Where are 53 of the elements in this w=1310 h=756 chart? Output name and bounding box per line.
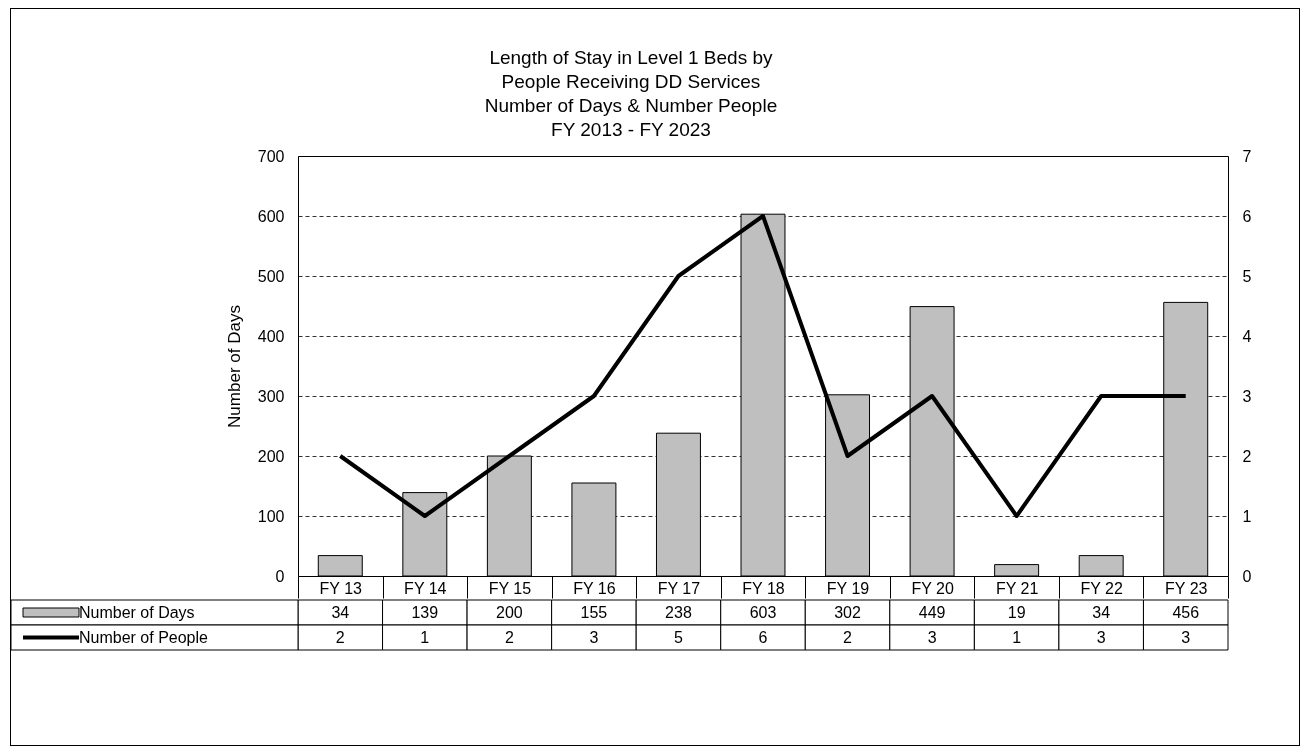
data-label: 155 xyxy=(580,603,608,621)
data-label: 34 xyxy=(331,603,350,621)
x-tick-label: FY 22 xyxy=(1080,579,1123,597)
data-label: 2 xyxy=(504,628,514,646)
data-label: 2 xyxy=(335,628,345,646)
data-label: 1 xyxy=(420,628,430,646)
y2-tick-label: 5 xyxy=(1242,267,1252,285)
x-tick-label: FY 18 xyxy=(742,579,785,597)
legend-label: Number of People xyxy=(79,628,209,646)
data-label: 139 xyxy=(411,603,439,621)
x-tick-label: FY 23 xyxy=(1165,579,1208,597)
data-label: 238 xyxy=(665,603,692,621)
chart-title: Length of Stay in Level 1 Beds by People Receiving DD Services Number of Days & Number People FY 2013 - FY 2023 xyxy=(484,46,778,140)
x-tick-label: FY 20 xyxy=(911,579,954,597)
y2-tick-label: 3 xyxy=(1242,387,1252,405)
y2-tick-label: 2 xyxy=(1242,447,1252,465)
x-tick-label: FY 13 xyxy=(319,579,363,597)
data-label: 2 xyxy=(843,628,853,646)
data-label: 5 xyxy=(674,628,683,646)
x-tick-label: FY 14 xyxy=(404,579,447,597)
x-tick-label: FY 16 xyxy=(573,579,616,597)
y2-tick-label: 1 xyxy=(1242,507,1252,525)
data-label: 302 xyxy=(834,603,861,621)
data-label: 3 xyxy=(589,628,599,646)
legend-label: Number of Days xyxy=(79,603,195,621)
data-label: 6 xyxy=(758,628,768,646)
y-tick-label: 400 xyxy=(257,327,285,345)
y-tick-label: 600 xyxy=(257,207,285,225)
y2-tick-label: 4 xyxy=(1242,327,1252,345)
data-label: 19 xyxy=(1007,603,1026,621)
data-label: 3 xyxy=(927,628,937,646)
data-label: 456 xyxy=(1172,603,1200,621)
y2-tick-label: 7 xyxy=(1242,147,1252,165)
data-label: 3 xyxy=(1096,628,1106,646)
x-tick-label: FY 15 xyxy=(488,579,532,597)
y-tick-label: 200 xyxy=(257,447,285,465)
data-label: 200 xyxy=(496,603,523,621)
y-tick-label: 0 xyxy=(275,567,285,585)
y-tick-label: 300 xyxy=(257,387,285,405)
x-tick-label: FY 21 xyxy=(995,579,1039,597)
data-label: 3 xyxy=(1181,628,1191,646)
data-label: 1 xyxy=(1012,628,1022,646)
y-tick-label: 700 xyxy=(257,147,285,165)
data-label: 34 xyxy=(1092,603,1111,621)
y2-tick-label: 0 xyxy=(1242,567,1252,585)
y-tick-label: 100 xyxy=(257,507,285,525)
x-tick-label: FY 19 xyxy=(826,579,870,597)
x-tick-label: FY 17 xyxy=(657,579,701,597)
y2-tick-label: 6 xyxy=(1242,207,1252,225)
data-label: 603 xyxy=(749,603,777,621)
y-axis-title: Number of Days xyxy=(224,305,244,428)
y-tick-label: 500 xyxy=(257,267,285,285)
data-label: 449 xyxy=(918,603,946,621)
